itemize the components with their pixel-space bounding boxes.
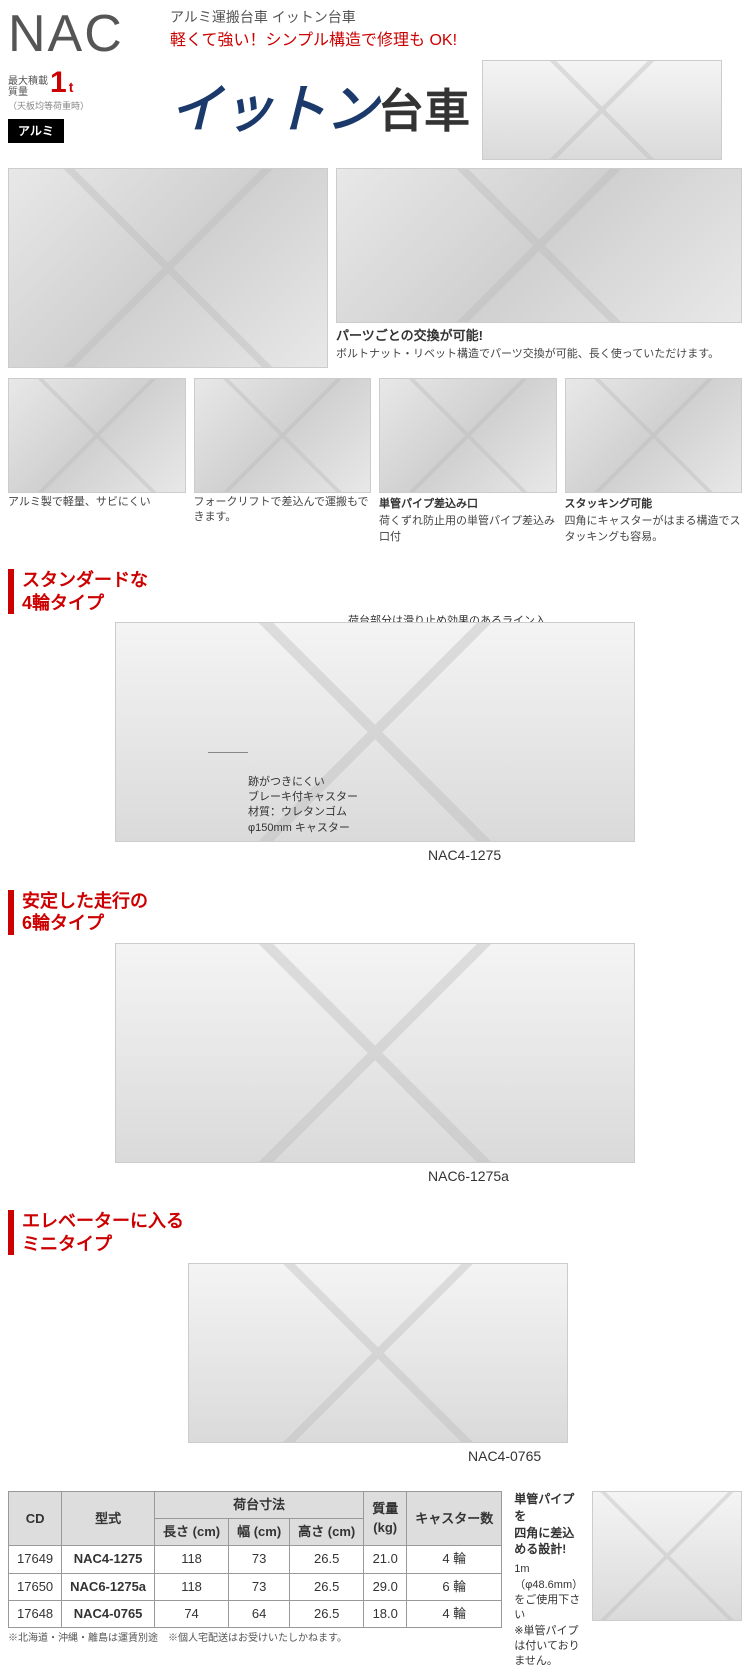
th-cd: CD	[9, 1491, 62, 1545]
model-label-4wheel: NAC4-1275	[8, 846, 742, 866]
tagline: 軽くて強い！シンプル構造で修理も OK!	[170, 30, 742, 52]
section-mini-head: エレベーターに入る ミニタイプ	[8, 1210, 742, 1255]
th-mass: 質量 (kg)	[364, 1491, 407, 1545]
load-unit: t	[69, 78, 74, 98]
th-casters: キャスター数	[407, 1491, 502, 1545]
section-4wheel: スタンダードな 4輪タイプ 荷台部分は滑り止め効果のあるライン入り 跡がつきにく…	[8, 569, 742, 866]
section-4wheel-head: スタンダードな 4輪タイプ	[8, 569, 742, 614]
table-cell: 26.5	[290, 1546, 364, 1573]
section-6wheel-head: 安定した走行の 6輪タイプ	[8, 890, 742, 935]
spec-table: CD 型式 荷台寸法 質量 (kg) キャスター数 長さ (cm) 幅 (cm)…	[8, 1491, 502, 1628]
side-image	[592, 1491, 742, 1621]
table-cell: NAC6-1275a	[62, 1573, 155, 1600]
product-title: イットン台車	[170, 74, 470, 147]
material-badge: アルミ	[8, 119, 64, 144]
feature-image-forklift	[194, 378, 372, 493]
table-cell: NAC4-0765	[62, 1600, 155, 1627]
feature-forklift-caption: フォークリフトで差込んで運搬もできます。	[194, 495, 372, 526]
feature-parts-title: パーツごとの交換が可能!	[336, 327, 742, 345]
feature-parts-caption: ボルトナット・リベット構造でパーツ交換が可能、長く使っていただけます。	[336, 347, 742, 362]
table-cell: 6 輪	[407, 1573, 502, 1600]
side-body: 1m（φ48.6mm）をご使用下さい ※単管パイプは付いておりません。	[514, 1562, 584, 1670]
table-cell: 74	[155, 1600, 229, 1627]
th-model: 型式	[62, 1491, 155, 1545]
load-note: （天板均等荷重時）	[8, 100, 158, 113]
model-label-6wheel: NAC6-1275a	[8, 1167, 742, 1187]
th-height: 高さ (cm)	[290, 1519, 364, 1546]
feature-image-stacking	[565, 378, 743, 493]
table-cell: 4 輪	[407, 1546, 502, 1573]
table-notes: ※北海道・沖縄・離島は運賃別途 ※個人宅配送はお受けいたしかねます。	[8, 1632, 502, 1646]
table-cell: 18.0	[364, 1600, 407, 1627]
product-image-mini	[188, 1263, 568, 1443]
table-cell: 4 輪	[407, 1600, 502, 1627]
table-cell: 17648	[9, 1600, 62, 1627]
feature-row-1: パーツごとの交換が可能! ボルトナット・リベット構造でパーツ交換が可能、長く使っ…	[8, 168, 742, 368]
hero-image	[482, 60, 722, 160]
subtitle: アルミ運搬台車 イットン台車	[170, 8, 742, 28]
table-cell: 17649	[9, 1546, 62, 1573]
table-cell: NAC4-1275	[62, 1546, 155, 1573]
feature-stacking-title: スタッキング可能	[565, 497, 743, 512]
section-mini: エレベーターに入る ミニタイプ NAC4-0765	[8, 1210, 742, 1467]
spec-table-wrap: CD 型式 荷台寸法 質量 (kg) キャスター数 長さ (cm) 幅 (cm)…	[8, 1491, 742, 1670]
feature-pipe-title: 単管パイプ差込み口	[379, 497, 557, 512]
th-width: 幅 (cm)	[229, 1519, 290, 1546]
side-title: 単管パイプを 四角に差込める設計!	[514, 1491, 584, 1558]
model-label-mini: NAC4-0765	[8, 1447, 742, 1467]
callout-caster: 跡がつきにくい ブレーキ付キャスター 材質：ウレタンゴム φ150mm キャスタ…	[248, 744, 448, 836]
side-info: 単管パイプを 四角に差込める設計! 1m（φ48.6mm）をご使用下さい ※単管…	[514, 1491, 742, 1670]
load-label: 最大積載 質量	[8, 76, 48, 98]
table-row: 17649NAC4-12751187326.521.04 輪	[9, 1546, 502, 1573]
table-cell: 26.5	[290, 1573, 364, 1600]
table-cell: 21.0	[364, 1546, 407, 1573]
table-cell: 73	[229, 1573, 290, 1600]
table-cell: 29.0	[364, 1573, 407, 1600]
table-cell: 64	[229, 1600, 290, 1627]
section-6wheel: 安定した走行の 6輪タイプ NAC6-1275a	[8, 890, 742, 1187]
table-cell: 118	[155, 1546, 229, 1573]
table-row: 17650NAC6-1275a1187326.529.06 輪	[9, 1573, 502, 1600]
feature-stacking-caption: 四角にキャスターがはまる構造でスタッキングも容易。	[565, 514, 743, 545]
th-length: 長さ (cm)	[155, 1519, 229, 1546]
th-dims-group: 荷台寸法	[155, 1491, 364, 1518]
table-cell: 118	[155, 1573, 229, 1600]
feature-row-2: アルミ製で軽量、サビにくい フォークリフトで差込んで運搬もできます。 単管パイプ…	[8, 378, 742, 545]
feature-image-aluminum	[8, 378, 186, 493]
product-image-6wheel	[115, 943, 635, 1163]
feature-image-pipe-slot	[379, 378, 557, 493]
load-value: 1	[50, 68, 67, 98]
table-row: 17648NAC4-0765746426.518.04 輪	[9, 1600, 502, 1627]
product-code: NAC	[8, 8, 158, 60]
table-cell: 26.5	[290, 1600, 364, 1627]
feature-image-pipes	[8, 168, 328, 368]
feature-aluminum-caption: アルミ製で軽量、サビにくい	[8, 495, 186, 510]
feature-pipe-caption: 荷くずれ防止用の単管パイプ差込み口付	[379, 514, 557, 545]
table-cell: 17650	[9, 1573, 62, 1600]
header: NAC 最大積載 質量 1 t （天板均等荷重時） アルミ アルミ運搬台車 イッ…	[8, 8, 742, 160]
feature-image-parts	[336, 168, 742, 323]
table-cell: 73	[229, 1546, 290, 1573]
